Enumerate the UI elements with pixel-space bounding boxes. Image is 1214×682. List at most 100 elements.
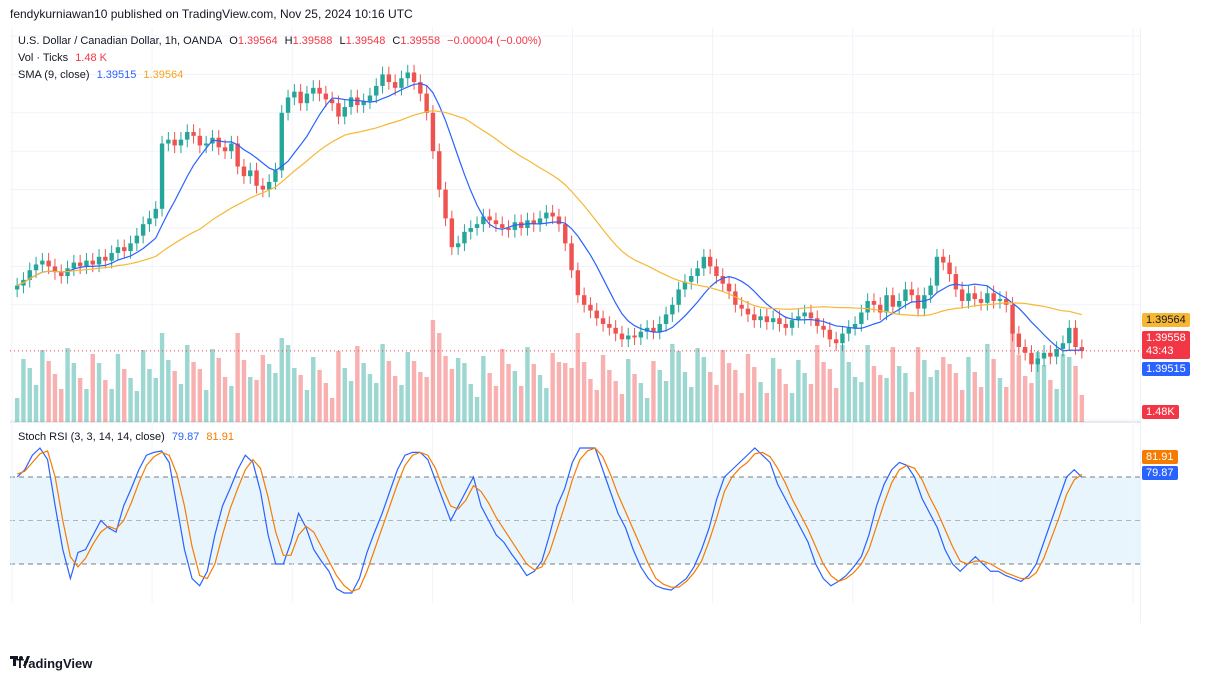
volume-bar xyxy=(84,389,89,422)
candle-body xyxy=(676,289,681,305)
volume-bar xyxy=(985,344,990,422)
candle-body xyxy=(789,320,795,328)
volume-bar xyxy=(802,373,807,422)
price-badge-value: 1.39558 xyxy=(1146,332,1186,344)
candle-body xyxy=(777,318,782,324)
candle-body xyxy=(978,299,984,303)
candle-body xyxy=(399,78,404,88)
candle-body xyxy=(311,87,316,94)
candle-body xyxy=(178,139,184,146)
open-label: O xyxy=(229,35,238,47)
candle-body xyxy=(266,181,272,190)
volume-bar xyxy=(27,368,32,422)
volume-bar xyxy=(90,354,95,422)
candle-body xyxy=(550,212,555,217)
candle-body xyxy=(808,312,814,319)
volume-bar xyxy=(298,375,303,422)
candle-body xyxy=(985,293,990,303)
candle-body xyxy=(317,87,322,94)
candle-body xyxy=(172,139,177,146)
volume-bar xyxy=(808,384,814,422)
chart-canvas[interactable]: 1.412001.410001.408001.406001.404001.402… xyxy=(10,28,1141,623)
volume-bar xyxy=(638,383,644,422)
candle-body xyxy=(689,276,694,282)
candle-body xyxy=(185,132,190,140)
volume-bar xyxy=(292,368,297,422)
volume-bar xyxy=(903,373,908,422)
volume-bar xyxy=(701,357,707,422)
volume-bar xyxy=(311,357,316,422)
volume-bar xyxy=(632,374,637,422)
candle-body xyxy=(235,143,240,167)
volume-bar xyxy=(733,370,738,422)
volume-bar xyxy=(569,368,574,422)
change-value: −0.00004 (−0.00%) xyxy=(447,35,542,47)
candle-body xyxy=(941,256,946,263)
volume-bar xyxy=(437,333,442,422)
volume-bar xyxy=(676,351,681,422)
chart-area[interactable]: 1.412001.410001.408001.406001.404001.402… xyxy=(10,28,1141,623)
candle-body xyxy=(90,260,95,265)
candle-body xyxy=(443,189,448,219)
volume-bar xyxy=(594,390,599,422)
volume-bar xyxy=(355,346,360,422)
candle-body xyxy=(203,143,209,146)
sma-fast-badge: 1.39515 xyxy=(1142,362,1190,376)
volume-bar xyxy=(827,369,833,422)
stoch-label: Stoch RSI (3, 3, 14, 14, close) xyxy=(18,431,165,443)
volume-bar xyxy=(947,364,952,422)
sma-legend: SMA (9, close) 1.39515 1.39564 xyxy=(18,69,187,81)
candle-body xyxy=(487,216,492,221)
candle-body xyxy=(802,312,807,317)
candle-body xyxy=(84,260,89,267)
volume-bar xyxy=(714,385,719,422)
candle-body xyxy=(40,260,45,265)
volume-bar xyxy=(783,384,788,422)
volume-bar xyxy=(871,366,877,422)
sma-fast-value: 1.39515 xyxy=(96,69,137,81)
volume-bar xyxy=(537,375,543,422)
candle-body xyxy=(191,132,196,136)
volume-value: 1.48 K xyxy=(75,52,107,64)
candle-body xyxy=(140,224,146,236)
candle-body xyxy=(531,220,536,225)
symbol-title: U.S. Dollar / Canadian Dollar, 1h, OANDA xyxy=(18,35,223,47)
volume-bar xyxy=(852,377,858,422)
candle-body xyxy=(682,281,688,290)
candle-body xyxy=(1067,327,1072,344)
volume-bar xyxy=(33,385,39,422)
candle-body xyxy=(852,324,858,328)
stoch-k-value: 79.87 xyxy=(171,431,200,443)
volume-bar xyxy=(260,355,266,422)
volume-bar xyxy=(1067,357,1072,422)
volume-bar xyxy=(254,380,259,422)
volume-bar xyxy=(657,370,662,422)
volume-bar xyxy=(1073,366,1078,422)
volume-bar xyxy=(600,355,606,422)
volume-bar xyxy=(229,386,234,422)
volume-bar xyxy=(575,333,581,422)
volume-bar xyxy=(153,378,158,422)
volume-bar xyxy=(418,372,423,422)
volume-bar xyxy=(191,362,196,422)
candle-body xyxy=(770,318,776,323)
candle-body xyxy=(726,283,732,292)
stoch-k-badge: 79.87 xyxy=(1142,466,1178,480)
volume-bar xyxy=(670,344,675,422)
candle-body xyxy=(260,185,266,190)
volume-bar xyxy=(166,360,171,422)
low-label: L xyxy=(339,35,346,47)
volume-bar xyxy=(726,363,732,422)
candle-body xyxy=(909,289,914,296)
candle-body xyxy=(380,74,385,86)
candle-body xyxy=(714,266,719,276)
volume-bar xyxy=(487,373,492,422)
volume-bar xyxy=(682,372,688,422)
candle-body xyxy=(878,304,883,313)
stoch-legend: Stoch RSI (3, 3, 14, 14, close) 79.87 81… xyxy=(18,431,238,443)
stoch-d-value: 81.91 xyxy=(206,431,234,443)
volume-badge: 1.48K xyxy=(1142,405,1179,419)
candle-body xyxy=(575,270,581,296)
candle-body xyxy=(474,224,480,228)
volume-bar xyxy=(758,382,763,422)
